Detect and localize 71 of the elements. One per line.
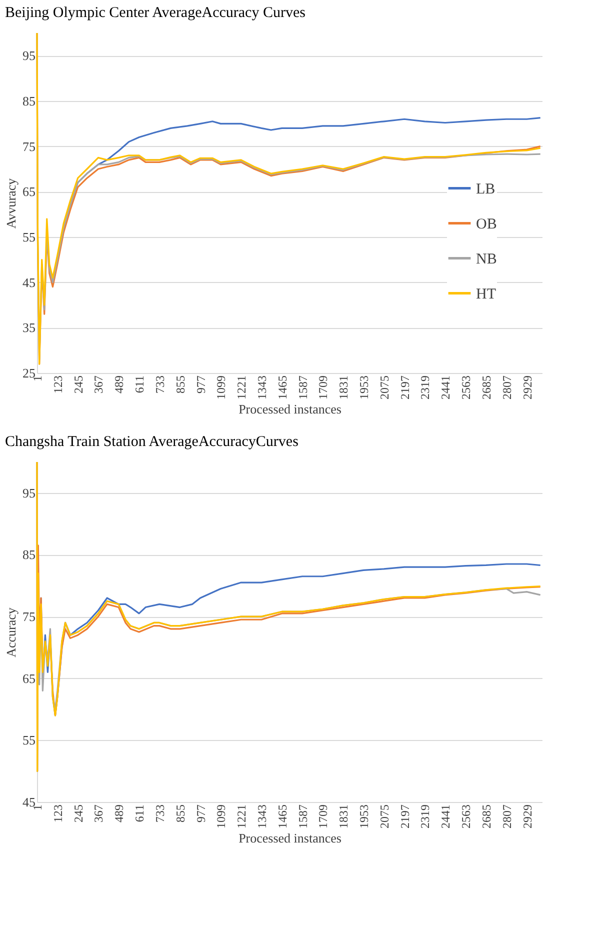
x-tick-label: 123 xyxy=(50,804,65,822)
x-tick-label: 2319 xyxy=(418,804,432,828)
x-tick-label: 2929 xyxy=(520,804,534,828)
x-tick-label: 2929 xyxy=(520,376,534,400)
x-tick-label: 1465 xyxy=(275,804,290,828)
y-tick-label: 45 xyxy=(22,274,36,290)
x-tick-label: 367 xyxy=(92,376,106,394)
x-tick-label: 2685 xyxy=(479,804,494,828)
x-tick-label: 1831 xyxy=(336,376,351,400)
y-tick-label: 85 xyxy=(22,94,36,108)
x-tick-label: 1343 xyxy=(254,376,269,400)
y-axis-title: Avvuracy xyxy=(4,178,18,229)
x-tick-label: 1587 xyxy=(296,376,310,400)
x-tick-label: 855 xyxy=(173,376,188,394)
legend-label: NB xyxy=(476,251,497,268)
y-tick-label: 35 xyxy=(22,320,36,336)
x-tick-label: 2197 xyxy=(398,804,412,828)
x-tick-label: 1099 xyxy=(214,804,228,828)
y-tick-label: 65 xyxy=(22,184,36,200)
y-axis-title: Accuracy xyxy=(4,607,18,658)
x-tick-label: 2807 xyxy=(500,804,514,828)
y-tick-label: 75 xyxy=(22,609,36,624)
y-tick-label: 95 xyxy=(22,48,36,64)
x-tick-label: 1099 xyxy=(214,376,228,400)
x-tick-label: 1221 xyxy=(234,804,249,828)
x-tick-label: 1343 xyxy=(254,804,269,828)
x-tick-label: 733 xyxy=(152,804,167,822)
x-tick-label: 2563 xyxy=(459,804,474,828)
y-tick-label: 55 xyxy=(22,230,36,244)
x-tick-label: 367 xyxy=(92,804,106,822)
chart-title: Changsha Train Station AverageAccuracyCurves xyxy=(5,434,299,450)
x-tick-label: 2319 xyxy=(418,376,432,400)
x-tick-label: 611 xyxy=(132,804,147,822)
y-tick-label: 75 xyxy=(22,138,36,154)
x-tick-label: 2563 xyxy=(459,376,474,400)
x-tick-label: 489 xyxy=(112,804,126,822)
y-tick-label: 85 xyxy=(22,547,36,562)
x-tick-label: 977 xyxy=(194,804,208,822)
x-tick-label: 1465 xyxy=(275,376,290,400)
x-tick-label: 1587 xyxy=(296,804,310,828)
x-tick-label: 1953 xyxy=(357,376,372,400)
x-tick-label: 489 xyxy=(112,376,126,394)
x-axis-title: Processed instances xyxy=(238,402,342,416)
x-tick-label: 1953 xyxy=(357,804,372,828)
legend-label: HT xyxy=(476,286,496,302)
y-tick-label: 65 xyxy=(22,670,36,686)
x-tick-label: 733 xyxy=(152,376,167,394)
line-series xyxy=(36,461,542,772)
legend-label: OB xyxy=(476,216,497,232)
x-tick-label: 1709 xyxy=(316,376,330,400)
x-tick-label: 2685 xyxy=(479,376,494,400)
y-tick-label: 95 xyxy=(22,485,36,500)
legend-label: LB xyxy=(476,181,496,198)
x-tick-label: 245 xyxy=(71,376,86,394)
x-axis-title: Processed instances xyxy=(238,830,342,846)
x-tick-label: 2075 xyxy=(377,376,392,400)
x-tick-label: 2807 xyxy=(500,376,514,400)
x-tick-label: 977 xyxy=(194,376,208,394)
x-tick-label: 123 xyxy=(50,376,65,394)
x-tick-label: 245 xyxy=(71,804,86,822)
x-tick-label: 2197 xyxy=(398,376,412,400)
x-tick-label: 1831 xyxy=(336,804,351,828)
x-tick-label: 611 xyxy=(132,376,147,394)
x-tick-label: 1221 xyxy=(234,376,249,400)
y-tick-label: 55 xyxy=(22,732,36,748)
x-tick-label: 855 xyxy=(173,804,188,822)
x-tick-label: 2075 xyxy=(377,804,392,828)
chart-title: Beijing Olympic Center AverageAccuracy Curves xyxy=(5,5,306,22)
x-tick-label: 2441 xyxy=(438,804,453,828)
x-tick-label: 2441 xyxy=(438,376,453,400)
x-tick-label: 1709 xyxy=(316,804,330,828)
